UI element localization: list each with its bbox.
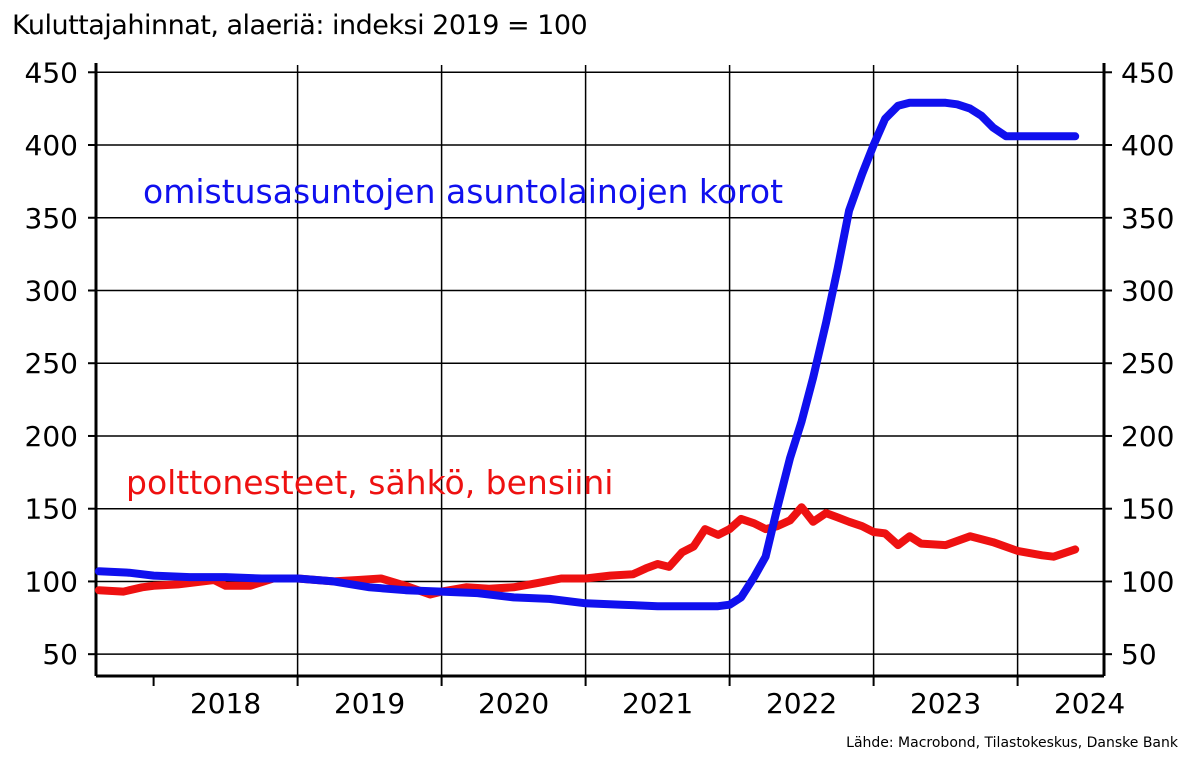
series-lines bbox=[94, 98, 1080, 611]
y-tick-label-left: 350 bbox=[25, 202, 78, 235]
y-tick-label-left: 300 bbox=[25, 274, 78, 307]
series-line-mortgage-rates bbox=[94, 98, 1080, 611]
annotation-mortgage-rates: omistusasuntojen asuntolainojen korot bbox=[143, 172, 783, 211]
y-tick-label-right: 450 bbox=[1121, 56, 1174, 89]
source-note: Lähde: Macrobond, Tilastokeskus, Danske … bbox=[846, 735, 1178, 751]
y-tick-label-left: 450 bbox=[25, 56, 78, 89]
y-tick-label-left: 150 bbox=[25, 493, 78, 526]
y-tick-label-right: 50 bbox=[1121, 638, 1157, 671]
y-ticks-left: 50 100 150 200 250 300 350 400 450 bbox=[25, 56, 78, 671]
x-tick-label: 2023 bbox=[910, 687, 981, 720]
x-tick-label: 2021 bbox=[622, 687, 693, 720]
y-tick-label-left: 200 bbox=[25, 420, 78, 453]
x-tick-label: 2020 bbox=[478, 687, 549, 720]
y-tick-label-right: 400 bbox=[1121, 129, 1174, 162]
y-ticks-right: 50 100 150 200 250 300 350 400 450 bbox=[1121, 56, 1174, 671]
x-tick-label: 2024 bbox=[1054, 687, 1125, 720]
y-tick-label-right: 300 bbox=[1121, 274, 1174, 307]
axes bbox=[88, 63, 1112, 686]
x-tick-label: 2018 bbox=[190, 687, 261, 720]
y-tick-label-left: 400 bbox=[25, 129, 78, 162]
y-tick-label-left: 250 bbox=[25, 347, 78, 380]
grid bbox=[96, 65, 1104, 676]
y-tick-label-right: 150 bbox=[1121, 493, 1174, 526]
y-tick-label-right: 100 bbox=[1121, 565, 1174, 598]
y-tick-label-left: 100 bbox=[25, 565, 78, 598]
x-ticks: 2018 2019 2020 2021 2022 2023 2024 bbox=[190, 687, 1125, 720]
y-tick-label-right: 250 bbox=[1121, 347, 1174, 380]
y-tick-label-right: 200 bbox=[1121, 420, 1174, 453]
x-tick-label: 2019 bbox=[334, 687, 405, 720]
chart-title: Kuluttajahinnat, alaeriä: indeksi 2019 =… bbox=[12, 10, 588, 41]
x-tick-label: 2022 bbox=[766, 687, 837, 720]
annotation-fuel-electricity: polttonesteet, sähkö, bensiini bbox=[126, 463, 613, 502]
y-tick-label-left: 50 bbox=[42, 638, 78, 671]
y-tick-label-right: 350 bbox=[1121, 202, 1174, 235]
